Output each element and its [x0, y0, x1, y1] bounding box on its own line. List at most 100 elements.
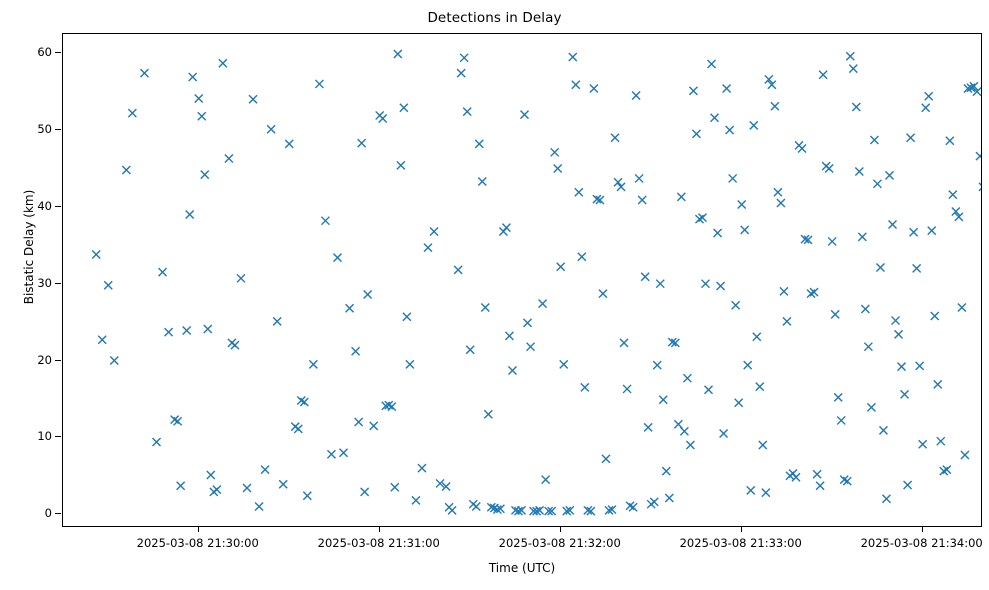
data-point-marker: [520, 110, 530, 120]
data-point-marker: [320, 216, 330, 226]
data-point-marker: [652, 360, 662, 370]
series-group: [91, 49, 981, 516]
data-point-marker: [176, 481, 186, 491]
data-point-marker: [164, 327, 174, 337]
data-point-marker: [658, 395, 668, 405]
data-point-marker: [661, 466, 671, 476]
data-point-marker: [875, 263, 885, 273]
data-point-marker: [441, 482, 451, 492]
data-point-marker: [562, 506, 572, 516]
data-point-marker: [860, 304, 870, 314]
data-point-marker: [495, 504, 505, 514]
data-point-marker: [188, 72, 198, 82]
data-point-marker: [770, 101, 780, 111]
data-point-marker: [357, 138, 367, 148]
data-point-marker: [507, 366, 517, 375]
data-point-marker: [453, 265, 463, 275]
data-point-marker: [218, 58, 228, 68]
data-point-marker: [314, 79, 324, 89]
data-point-marker: [302, 491, 312, 501]
data-point-marker: [556, 262, 566, 272]
data-point-marker: [767, 80, 777, 90]
x-tick-label: 2025-03-08 21:34:00: [860, 536, 983, 550]
data-point-marker: [456, 68, 466, 78]
data-point-marker: [212, 485, 222, 495]
data-point-marker: [260, 465, 270, 475]
data-point-marker: [845, 51, 855, 61]
x-tick-label: 2025-03-08 21:33:00: [679, 536, 802, 550]
data-point-marker: [942, 465, 952, 475]
data-point-marker: [604, 505, 614, 515]
data-point-marker: [897, 362, 907, 372]
data-point-marker: [610, 133, 620, 143]
data-point-marker: [462, 107, 472, 117]
data-point-marker: [390, 482, 400, 492]
data-point-marker: [667, 337, 677, 347]
x-tick-label: 2025-03-08 21:31:00: [317, 536, 440, 550]
data-point-marker: [682, 373, 692, 383]
data-point-marker: [643, 422, 653, 432]
data-point-marker: [740, 225, 750, 235]
data-point-marker: [535, 505, 545, 515]
y-tick-label: 10: [37, 429, 52, 444]
data-point-marker: [755, 382, 765, 392]
data-point-marker: [583, 505, 593, 515]
data-point-marker: [248, 94, 258, 104]
data-point-marker: [957, 303, 967, 312]
data-point-marker: [393, 49, 403, 59]
data-point-marker: [504, 331, 514, 341]
data-point-marker: [704, 385, 714, 395]
data-point-marker: [284, 139, 294, 149]
data-point-marker: [405, 359, 415, 369]
data-point-marker: [480, 303, 490, 312]
data-point-marker: [960, 450, 970, 460]
data-point-marker: [411, 495, 421, 505]
data-point-marker: [483, 409, 493, 419]
data-point-marker: [206, 470, 216, 480]
data-point-marker: [170, 415, 180, 425]
y-tick-marks: [0, 33, 62, 527]
data-point-marker: [513, 506, 523, 516]
y-tick-label: 30: [37, 275, 52, 290]
data-point-marker: [797, 143, 807, 153]
data-point-marker: [918, 439, 928, 449]
data-point-marker: [91, 250, 101, 259]
y-tick-mark: [55, 129, 61, 131]
data-point-marker: [423, 243, 433, 253]
data-point-marker: [842, 476, 852, 486]
data-point-marker: [360, 487, 370, 497]
data-point-marker: [791, 472, 801, 482]
data-point-marker: [139, 68, 149, 78]
data-point-marker: [954, 212, 964, 222]
data-point-marker: [776, 198, 786, 208]
data-point-marker: [951, 206, 961, 216]
data-point-marker: [731, 300, 741, 310]
data-point-marker: [963, 84, 973, 94]
y-tick-labels: 0 10 20 30 40 50 60: [0, 33, 52, 527]
data-point-marker: [589, 84, 599, 94]
y-tick-mark: [55, 205, 61, 207]
y-tick-mark: [55, 436, 61, 438]
data-point-marker: [722, 84, 732, 94]
data-point-marker: [417, 463, 427, 473]
y-tick-mark: [55, 359, 61, 361]
data-point-marker: [830, 309, 840, 319]
data-point-marker: [399, 103, 409, 113]
data-point-marker: [565, 505, 575, 515]
y-tick-label: 20: [37, 352, 52, 367]
data-point-marker: [293, 424, 303, 434]
x-axis-label: Time (UTC): [488, 561, 556, 575]
data-point-marker: [299, 397, 309, 407]
data-point-marker: [595, 195, 605, 205]
data-point-marker: [387, 402, 397, 412]
y-tick-label: 0: [44, 506, 52, 521]
data-point-marker: [194, 94, 204, 104]
data-point-marker: [700, 279, 710, 289]
data-point-marker: [933, 379, 943, 389]
data-point-marker: [857, 232, 867, 242]
data-point-marker: [182, 326, 192, 336]
data-point-marker: [354, 417, 364, 427]
data-point-marker: [523, 318, 533, 328]
data-point-marker: [254, 501, 264, 511]
